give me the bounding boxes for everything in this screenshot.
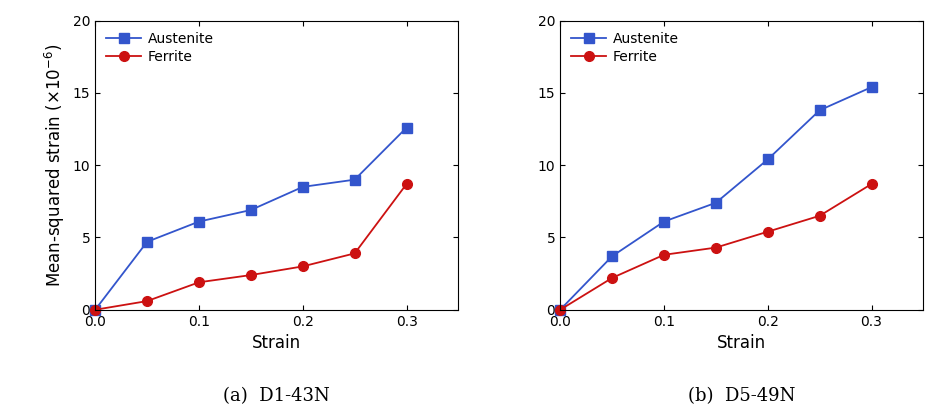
Ferrite: [349, 251, 361, 256]
Austenite: [349, 177, 361, 182]
Austenite: [554, 307, 565, 312]
Ferrite: [762, 229, 773, 234]
Austenite: [89, 307, 101, 312]
Ferrite: [554, 307, 565, 312]
Ferrite: [401, 182, 412, 187]
X-axis label: Strain: Strain: [717, 334, 766, 352]
Austenite: [142, 240, 153, 244]
Ferrite: [297, 264, 308, 269]
Line: Austenite: Austenite: [555, 82, 877, 315]
Ferrite: [246, 273, 257, 278]
Ferrite: [142, 299, 153, 304]
Ferrite: [193, 280, 205, 285]
Austenite: [865, 85, 877, 90]
X-axis label: Strain: Strain: [252, 334, 302, 352]
Line: Austenite: Austenite: [90, 123, 411, 315]
Austenite: [401, 125, 412, 130]
Austenite: [762, 157, 773, 162]
Text: (a)  D1-43N: (a) D1-43N: [224, 387, 330, 405]
Ferrite: [658, 252, 669, 257]
Ferrite: [89, 307, 101, 312]
Ferrite: [606, 275, 618, 280]
Legend: Austenite, Ferrite: Austenite, Ferrite: [567, 28, 684, 68]
Line: Ferrite: Ferrite: [555, 179, 877, 315]
Austenite: [606, 254, 618, 259]
Austenite: [297, 184, 308, 189]
Y-axis label: Mean-squared strain ($\times$10$^{-6}$): Mean-squared strain ($\times$10$^{-6}$): [43, 43, 68, 287]
Austenite: [193, 219, 205, 224]
Austenite: [814, 108, 825, 113]
Text: (b)  D5-49N: (b) D5-49N: [688, 387, 796, 405]
Ferrite: [865, 182, 877, 187]
Ferrite: [814, 213, 825, 218]
Austenite: [246, 207, 257, 212]
Ferrite: [710, 245, 722, 250]
Legend: Austenite, Ferrite: Austenite, Ferrite: [102, 28, 218, 68]
Line: Ferrite: Ferrite: [90, 179, 411, 315]
Austenite: [710, 200, 722, 205]
Austenite: [658, 219, 669, 224]
